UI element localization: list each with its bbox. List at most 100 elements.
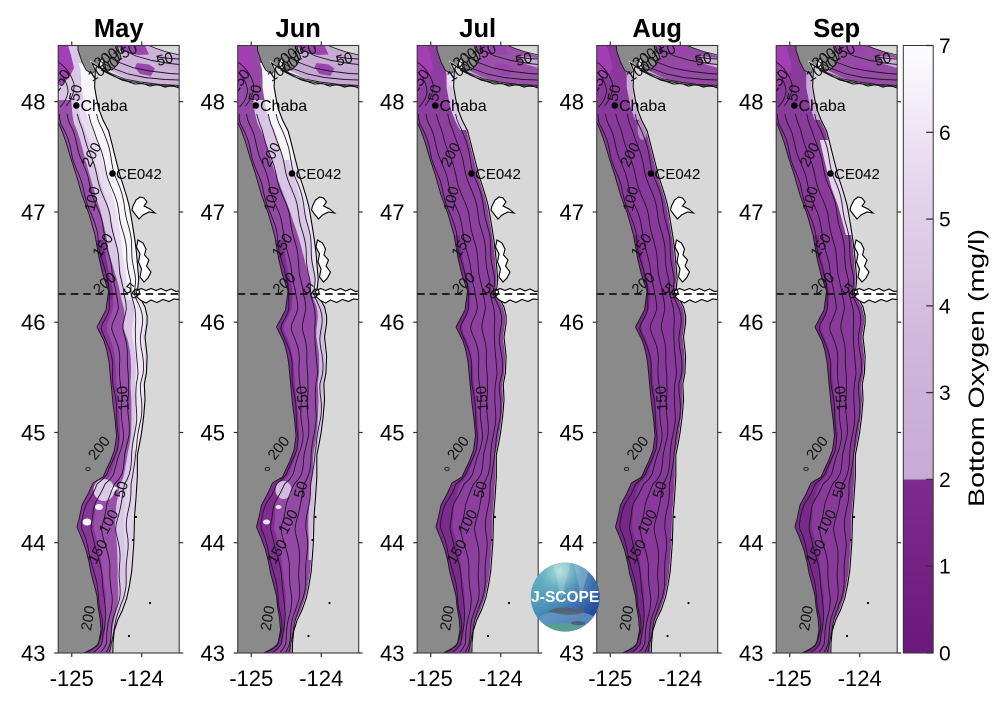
svg-text:CE042: CE042 [116, 166, 162, 183]
svg-text:May: May [94, 15, 144, 43]
svg-text:-124: -124 [299, 666, 343, 691]
svg-text:46: 46 [21, 310, 45, 335]
svg-text:1: 1 [939, 556, 951, 579]
svg-text:200: 200 [78, 604, 99, 632]
svg-text:46: 46 [560, 310, 584, 335]
svg-text:48: 48 [21, 90, 45, 115]
svg-text:44: 44 [201, 531, 225, 556]
svg-text:CE042: CE042 [296, 166, 342, 183]
svg-text:50: 50 [605, 83, 625, 103]
svg-text:43: 43 [21, 641, 45, 666]
svg-text:Chaba: Chaba [81, 98, 128, 115]
svg-text:J-SCOPE: J-SCOPE [531, 589, 599, 606]
svg-text:Jun: Jun [276, 15, 321, 43]
svg-text:-125: -125 [768, 666, 812, 691]
svg-text:0: 0 [939, 643, 951, 666]
svg-text:Chaba: Chaba [260, 98, 307, 115]
svg-text:-124: -124 [120, 666, 164, 691]
svg-text:50: 50 [479, 280, 503, 304]
svg-text:Chaba: Chaba [799, 98, 846, 115]
svg-text:48: 48 [739, 90, 763, 115]
svg-text:Jul: Jul [459, 15, 496, 43]
svg-text:45: 45 [21, 421, 45, 446]
svg-text:45: 45 [560, 421, 584, 446]
svg-text:150: 150 [293, 385, 312, 411]
svg-text:45: 45 [380, 421, 404, 446]
svg-text:50: 50 [470, 479, 491, 500]
svg-text:50: 50 [291, 479, 312, 500]
svg-text:50: 50 [784, 83, 804, 103]
svg-text:50: 50 [658, 280, 682, 304]
svg-text:2: 2 [939, 469, 951, 492]
svg-text:200: 200 [617, 604, 638, 632]
svg-text:50: 50 [514, 49, 535, 70]
svg-text:50: 50 [246, 83, 266, 103]
svg-text:150: 150 [114, 385, 133, 411]
svg-text:CE042: CE042 [655, 166, 701, 183]
svg-text:Aug: Aug [632, 15, 682, 43]
svg-text:100: 100 [799, 185, 822, 213]
svg-text:43: 43 [560, 641, 584, 666]
svg-text:50: 50 [838, 280, 862, 304]
svg-text:47: 47 [201, 200, 225, 225]
svg-text:48: 48 [201, 90, 225, 115]
svg-text:100: 100 [261, 185, 284, 213]
svg-text:100: 100 [440, 185, 463, 213]
svg-text:50: 50 [334, 49, 355, 70]
svg-text:46: 46 [739, 310, 763, 335]
svg-text:CE042: CE042 [475, 166, 521, 183]
svg-text:150: 150 [832, 385, 851, 411]
svg-text:44: 44 [21, 531, 45, 556]
svg-text:6: 6 [939, 122, 951, 145]
svg-text:-125: -125 [229, 666, 273, 691]
svg-text:45: 45 [739, 421, 763, 446]
svg-text:150: 150 [652, 385, 671, 411]
svg-text:-124: -124 [838, 666, 882, 691]
svg-text:150: 150 [473, 385, 492, 411]
svg-text:50: 50 [693, 49, 714, 70]
svg-text:200: 200 [258, 604, 279, 632]
svg-text:50: 50 [66, 83, 86, 103]
svg-text:CE042: CE042 [834, 166, 880, 183]
svg-text:43: 43 [201, 641, 225, 666]
svg-text:5: 5 [939, 209, 951, 232]
svg-text:47: 47 [380, 200, 404, 225]
svg-text:50: 50 [650, 479, 671, 500]
svg-text:7: 7 [939, 35, 951, 58]
svg-text:-124: -124 [658, 666, 702, 691]
svg-text:200: 200 [796, 604, 817, 632]
svg-text:50: 50 [111, 479, 132, 500]
svg-text:-125: -125 [50, 666, 94, 691]
svg-text:50: 50 [120, 280, 144, 304]
svg-text:47: 47 [739, 200, 763, 225]
svg-text:50: 50 [873, 49, 894, 70]
svg-text:47: 47 [560, 200, 584, 225]
svg-text:100: 100 [620, 185, 643, 213]
svg-text:200: 200 [437, 604, 458, 632]
svg-text:Bottom Oxygen (mg/l): Bottom Oxygen (mg/l) [964, 229, 989, 507]
svg-text:43: 43 [739, 641, 763, 666]
svg-text:46: 46 [380, 310, 404, 335]
svg-text:44: 44 [739, 531, 763, 556]
svg-text:44: 44 [380, 531, 404, 556]
svg-text:44: 44 [560, 531, 584, 556]
svg-text:Chaba: Chaba [619, 98, 666, 115]
svg-text:48: 48 [380, 90, 404, 115]
svg-text:-124: -124 [479, 666, 523, 691]
svg-text:50: 50 [425, 83, 445, 103]
svg-text:46: 46 [201, 310, 225, 335]
svg-text:-125: -125 [588, 666, 632, 691]
svg-text:Sep: Sep [813, 15, 860, 43]
svg-text:50: 50 [155, 49, 176, 70]
svg-text:45: 45 [201, 421, 225, 446]
svg-text:50: 50 [829, 479, 850, 500]
svg-text:3: 3 [939, 382, 951, 405]
svg-text:-125: -125 [409, 666, 453, 691]
svg-text:47: 47 [21, 200, 45, 225]
svg-text:50: 50 [299, 280, 323, 304]
svg-text:Chaba: Chaba [440, 98, 487, 115]
svg-text:4: 4 [939, 295, 951, 318]
svg-text:43: 43 [380, 641, 404, 666]
svg-text:48: 48 [560, 90, 584, 115]
svg-text:100: 100 [81, 185, 104, 213]
